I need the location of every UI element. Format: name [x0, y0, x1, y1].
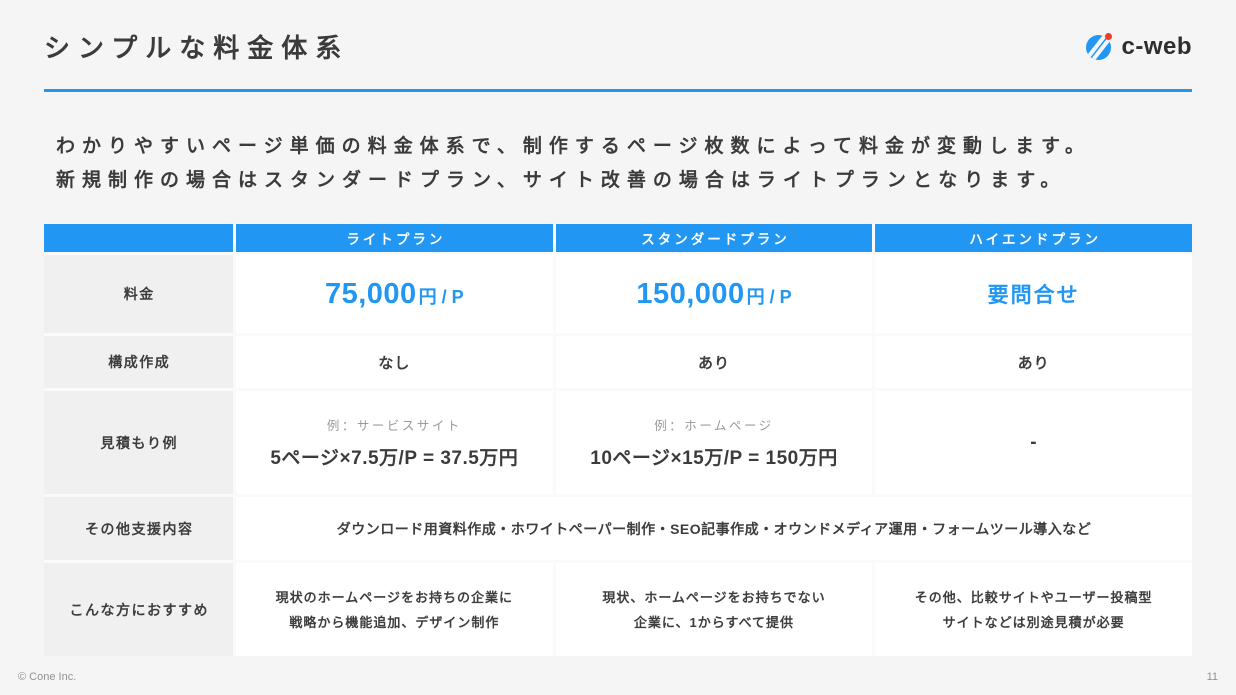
intro-text: わかりやすいページ単価の料金体系で、制作するページ枚数によって料金が変動します。…: [44, 130, 1192, 198]
recommend-cell-light: 現状のホームページをお持ちの企業に 戦略から機能追加、デザイン制作: [236, 563, 553, 656]
estimate-cell-highend: -: [875, 391, 1192, 494]
estimate-formula: -: [1030, 431, 1038, 453]
intro-line-2: 新規制作の場合はスタンダードプラン、サイト改善の場合はライトプランとなります。: [56, 170, 1067, 191]
price-cell-light: 75,000 円 / P: [236, 255, 553, 333]
slide-footer: © Cone Inc. 11: [0, 671, 1236, 683]
price-value: 75,000 円 / P: [324, 277, 464, 310]
plan-header-highend: ハイエンドプラン: [875, 224, 1192, 252]
structure-cell-highend: あり: [875, 336, 1192, 388]
row-label-support: その他支援内容: [44, 497, 233, 560]
estimate-formula: 5ページ×7.5万/P = 37.5万円: [270, 448, 519, 469]
intro-line-1: わかりやすいページ単価の料金体系で、制作するページ枚数によって料金が変動します。: [56, 136, 1092, 157]
support-cell: ダウンロード用資料作成・ホワイトペーパー制作・SEO記事作成・オウンドメディア運…: [236, 497, 1192, 560]
page-number: 11: [1206, 671, 1218, 683]
slide-header: シンプルな料金体系 c-web: [0, 0, 1236, 65]
price-value: 要問合せ: [987, 284, 1080, 307]
page-title: シンプルな料金体系: [44, 33, 350, 63]
recommend-cell-standard: 現状、ホームページをお持ちでない 企業に、1からすべて提供: [555, 563, 873, 656]
logo-text: c-web: [1121, 32, 1192, 60]
row-label-estimate: 見積もり例: [44, 391, 233, 494]
table-corner-cell: [44, 224, 233, 252]
estimate-cell-light: 例：サービスサイト 5ページ×7.5万/P = 37.5万円: [236, 391, 553, 494]
plan-header-light: ライトプラン: [236, 224, 553, 252]
structure-cell-light: なし: [236, 336, 553, 388]
logo-red-dot: [1105, 33, 1113, 40]
copyright: © Cone Inc.: [18, 671, 77, 683]
row-label-structure: 構成作成: [44, 336, 233, 388]
price-cell-highend: 要問合せ: [875, 255, 1192, 333]
estimate-formula: 10ページ×15万/P = 150万円: [590, 448, 838, 469]
estimate-caption: 例：ホームページ: [654, 419, 774, 433]
estimate-caption: 例：サービスサイト: [326, 419, 462, 433]
c-web-logo-icon: [1086, 33, 1113, 60]
estimate-cell-standard: 例：ホームページ 10ページ×15万/P = 150万円: [555, 391, 873, 494]
structure-cell-standard: あり: [555, 336, 873, 388]
title-underline: [44, 89, 1192, 92]
price-cell-standard: 150,000 円 / P: [555, 255, 873, 333]
row-label-recommend: こんな方におすすめ: [44, 563, 233, 656]
logo: c-web: [1086, 33, 1192, 61]
row-label-price: 料金: [44, 255, 233, 333]
price-value: 150,000 円 / P: [636, 277, 792, 310]
pricing-table: ライトプラン スタンダードプラン ハイエンドプラン 料金 75,000 円 / …: [44, 224, 1192, 656]
recommend-cell-highend: その他、比較サイトやユーザー投稿型 サイトなどは別途見積が必要: [875, 563, 1192, 656]
plan-header-standard: スタンダードプラン: [555, 224, 873, 252]
